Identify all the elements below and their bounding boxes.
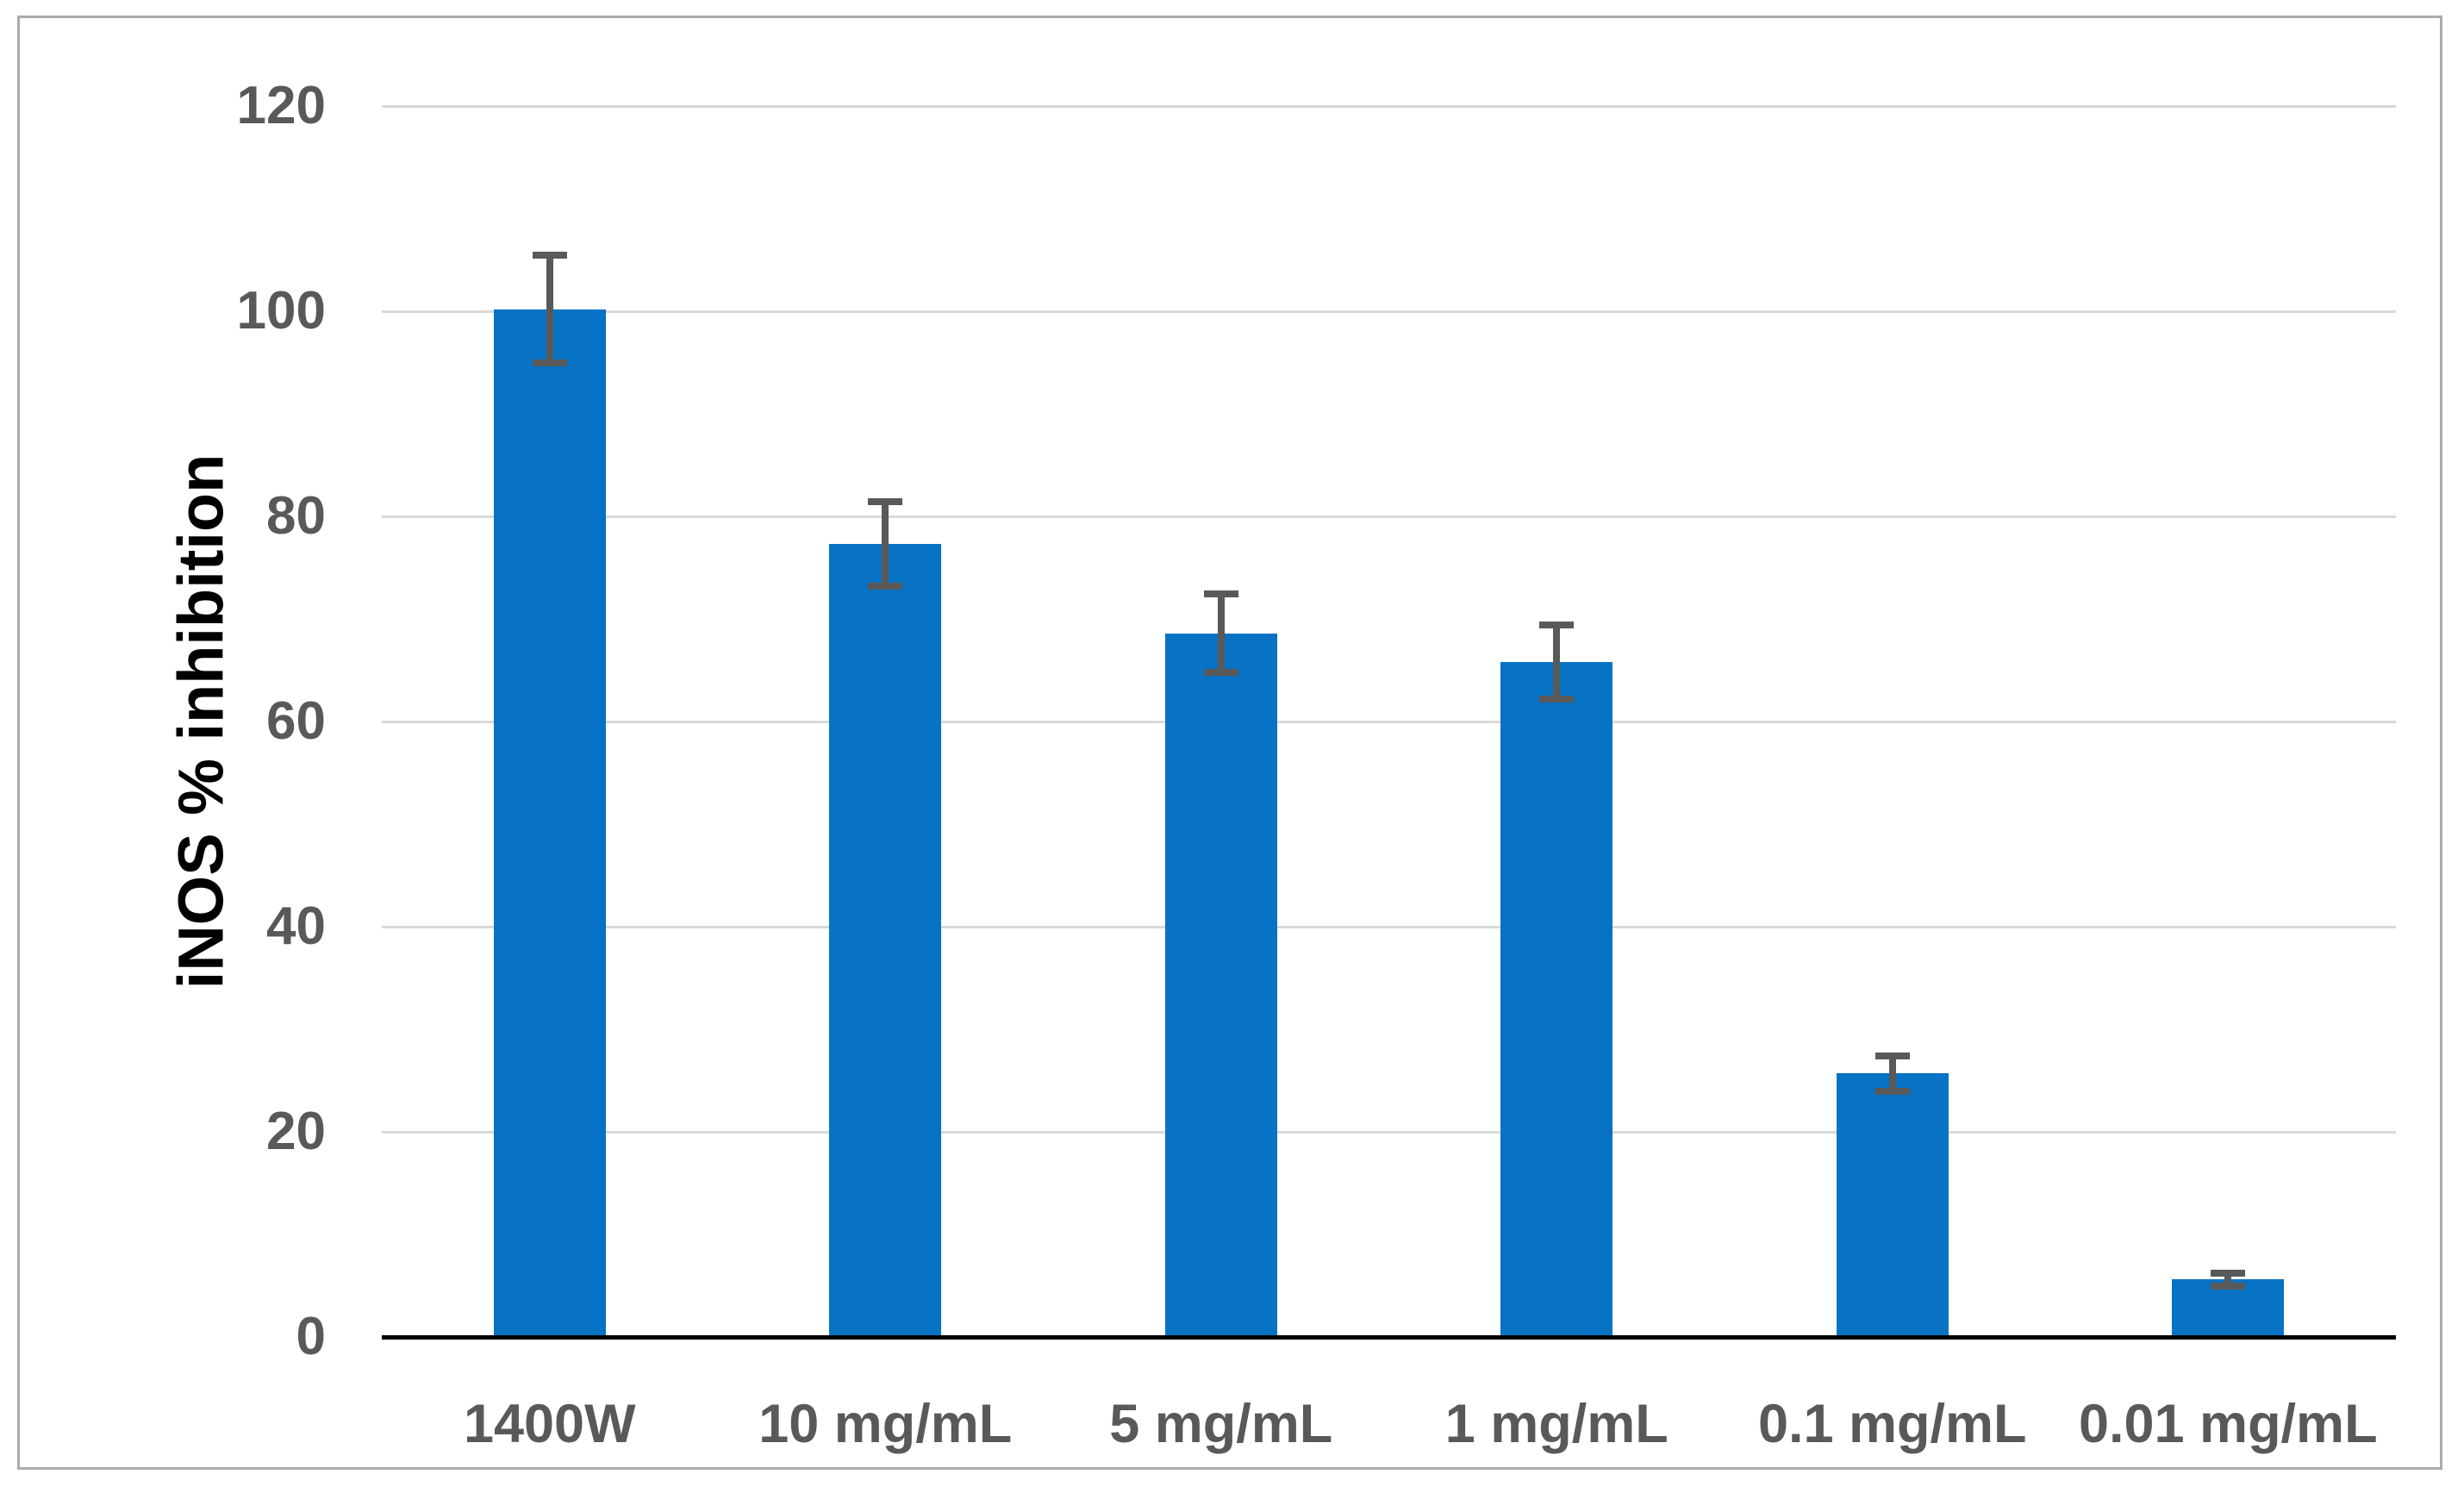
gridline-y-80 xyxy=(382,515,2396,518)
bar-5 xyxy=(1836,1073,1949,1337)
category-label-1: 1400W xyxy=(463,1394,636,1454)
error-bar-cap-top-1 xyxy=(532,252,567,259)
gridline-y-40 xyxy=(382,926,2396,928)
y-tick-label-60: 60 xyxy=(266,691,326,751)
error-bar-5 xyxy=(1888,1059,1896,1088)
bar-2 xyxy=(829,544,942,1337)
error-bar-cap-bottom-1 xyxy=(532,359,567,366)
bar-4 xyxy=(1500,661,1613,1337)
error-bar-cap-bottom-3 xyxy=(1203,669,1238,677)
gridline-y-120 xyxy=(382,105,2396,108)
error-bar-cap-top-2 xyxy=(868,497,903,505)
y-tick-label-100: 100 xyxy=(236,281,326,340)
category-label-5: 0.1 mg/mL xyxy=(1757,1394,2027,1454)
error-bar-cap-top-4 xyxy=(1539,621,1575,628)
bar-3 xyxy=(1164,633,1277,1337)
x-axis-line xyxy=(382,1335,2396,1340)
error-bar-cap-top-6 xyxy=(2211,1269,2246,1277)
error-bar-cap-bottom-2 xyxy=(868,583,903,590)
error-bar-cap-bottom-4 xyxy=(1539,696,1575,703)
error-bar-cap-top-3 xyxy=(1203,590,1238,597)
error-bar-2 xyxy=(882,504,889,584)
error-bar-cap-bottom-5 xyxy=(1875,1087,1910,1095)
error-bar-1 xyxy=(546,259,553,359)
error-bar-3 xyxy=(1217,597,1225,670)
y-tick-label-80: 80 xyxy=(266,486,326,546)
category-label-6: 0.01 mg/mL xyxy=(2078,1394,2378,1454)
gridline-y-60 xyxy=(382,721,2396,723)
y-tick-label-20: 20 xyxy=(266,1102,326,1161)
category-label-4: 1 mg/mL xyxy=(1444,1394,1669,1454)
gridline-y-20 xyxy=(382,1131,2396,1134)
chart-frame: iNOS % inhibition 0 20 40 60 80 100 120 1400W 1… xyxy=(17,16,2442,1470)
error-bar-6 xyxy=(2224,1276,2232,1283)
error-bar-4 xyxy=(1553,628,1561,697)
y-tick-label-40: 40 xyxy=(266,896,326,956)
error-bar-cap-top-5 xyxy=(1875,1052,1910,1059)
error-bar-cap-bottom-6 xyxy=(2211,1282,2246,1290)
category-label-2: 10 mg/mL xyxy=(758,1394,1013,1454)
y-tick-label-120: 120 xyxy=(236,76,326,135)
y-tick-label-0: 0 xyxy=(296,1307,326,1366)
gridline-y-100 xyxy=(382,310,2396,313)
plot-area xyxy=(382,105,2396,1337)
bar-1 xyxy=(493,309,606,1337)
category-label-3: 5 mg/mL xyxy=(1109,1394,1333,1454)
